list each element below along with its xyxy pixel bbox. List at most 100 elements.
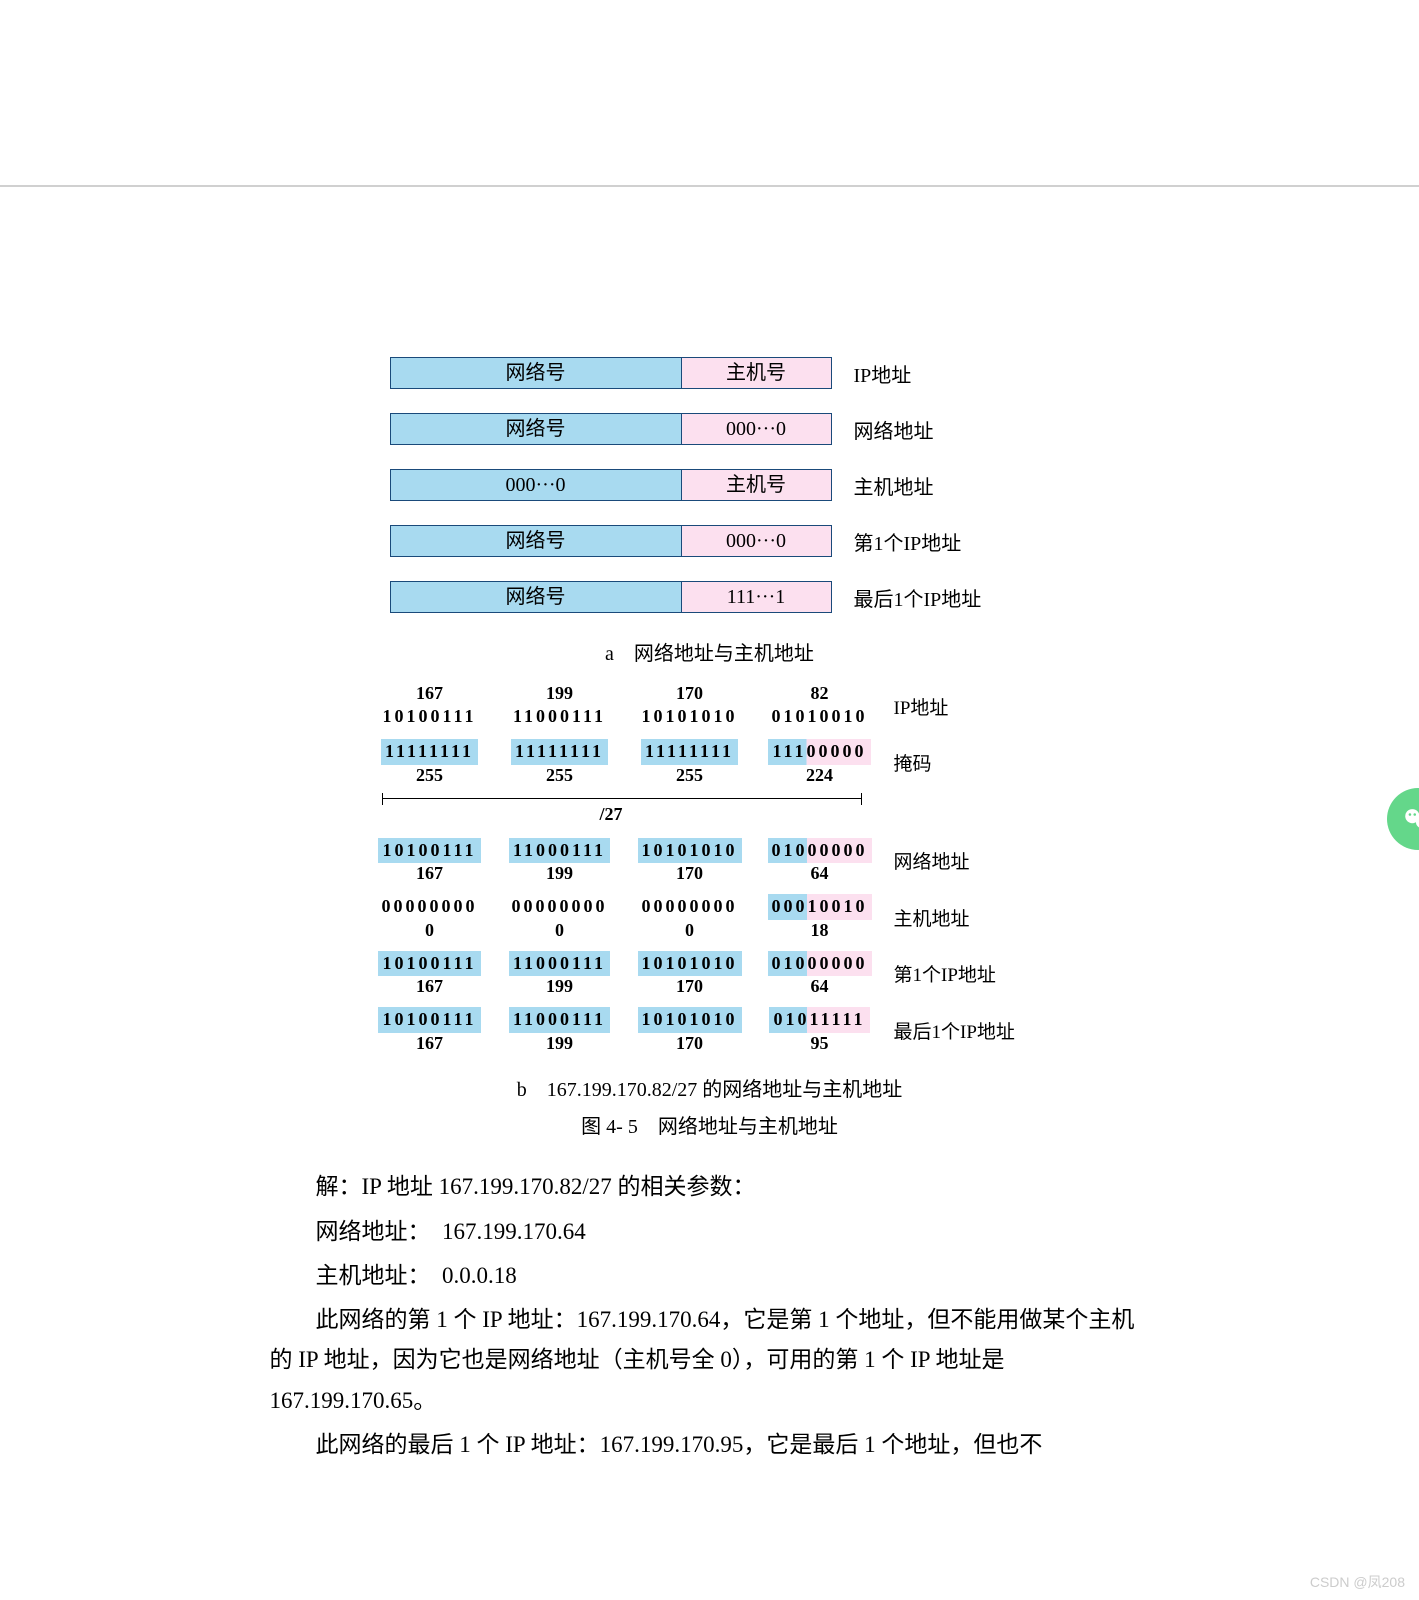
octet-bits: 10100111 xyxy=(378,1007,480,1033)
octet-bits: 11000111 xyxy=(509,704,610,730)
section-a-row: 网络号000···0 第1个IP地址 xyxy=(390,525,1030,557)
section-b-row: 1671010011119911000111170101010108201010… xyxy=(370,684,1050,729)
section-a-row: 000···0主机号主机地址 xyxy=(390,469,1030,501)
octet-bits: 01011111 xyxy=(769,1007,869,1033)
octet-decimal-bottom: 255 xyxy=(370,766,490,786)
octet-decimal-top: 170 xyxy=(630,684,750,704)
host-part: 主机号 xyxy=(681,358,831,388)
octet: 000000000 xyxy=(500,894,620,940)
network-part: 网络号 xyxy=(391,414,681,444)
octet: 19911000111 xyxy=(500,684,620,729)
section-b-row: 1010011116711000111199101010101700100000… xyxy=(370,951,1050,997)
octet: 11000111199 xyxy=(500,951,620,997)
octet: 10100111167 xyxy=(370,838,490,884)
octet-bits: 11100000 xyxy=(768,739,870,765)
octet: 10101010170 xyxy=(630,951,750,997)
wechat-icon xyxy=(1401,802,1419,836)
octet-bits: 10100111 xyxy=(378,951,480,977)
section-b-row: 1111111125511111111255111111112551110000… xyxy=(370,739,1050,785)
row-label: IP地址 xyxy=(854,359,912,388)
row-label: 第1个IP地址 xyxy=(854,527,962,556)
octet: 0100000064 xyxy=(760,951,880,997)
octet-bits: 10101010 xyxy=(638,838,742,864)
octet-bits: 10101010 xyxy=(638,951,742,977)
octet-decimal-bottom: 199 xyxy=(500,977,620,997)
octet-bits: 10101010 xyxy=(638,1007,742,1033)
watermark: CSDN @凤208 xyxy=(1310,1572,1405,1592)
octet-bits: 10100111 xyxy=(378,704,480,730)
octet-bits: 10100111 xyxy=(378,838,480,864)
network-part: 网络号 xyxy=(391,358,681,388)
row-label: 最后1个IP地址 xyxy=(854,583,982,612)
octet-bits: 01010010 xyxy=(768,704,872,730)
octet-bits: 11000111 xyxy=(509,1007,610,1033)
octet: 8201010010 xyxy=(760,684,880,729)
section-a-diagram: 网络号主机号IP地址网络号000···0网络地址000···0主机号主机地址网络… xyxy=(390,357,1030,613)
octet-decimal-bottom: 255 xyxy=(500,766,620,786)
octet: 11000111199 xyxy=(500,838,620,884)
octet-bits: 11111111 xyxy=(511,739,608,765)
octet: 11000111199 xyxy=(500,1007,620,1053)
octet-decimal-bottom: 18 xyxy=(760,921,880,941)
octet-bits: 01000000 xyxy=(768,951,872,977)
octet-decimal-bottom: 224 xyxy=(760,766,880,786)
octet: 0001001018 xyxy=(760,894,880,940)
octet-decimal-bottom: 170 xyxy=(630,1034,750,1054)
octet-decimal-bottom: 170 xyxy=(630,977,750,997)
octet-decimal-bottom: 170 xyxy=(630,864,750,884)
octet-bits: 11000111 xyxy=(509,838,610,864)
octet: 10101010170 xyxy=(630,838,750,884)
address-box: 网络号主机号 xyxy=(390,357,832,389)
octet: 000000000 xyxy=(630,894,750,940)
octet: 11111111255 xyxy=(370,739,490,785)
figure-caption: 图 4- 5 网络地址与主机地址 xyxy=(230,1110,1190,1139)
top-blank-area xyxy=(0,0,1419,187)
octet-decimal-bottom: 167 xyxy=(370,1034,490,1054)
binary-row-label: 主机地址 xyxy=(894,904,970,931)
network-part: 网络号 xyxy=(391,582,681,612)
octet-decimal-top: 82 xyxy=(760,684,880,704)
address-box: 网络号111···1 xyxy=(390,581,832,613)
octet: 000000000 xyxy=(370,894,490,940)
host-part: 111···1 xyxy=(681,582,831,612)
octet-decimal-bottom: 199 xyxy=(500,864,620,884)
host-part: 000···0 xyxy=(681,414,831,444)
octet-decimal-bottom: 0 xyxy=(370,921,490,941)
caption-b: b 167.199.170.82/27 的网络地址与主机地址 xyxy=(230,1073,1190,1102)
text-line-1: 解：IP 地址 167.199.170.82/27 的相关参数： xyxy=(270,1167,1150,1207)
binary-row-label: 网络地址 xyxy=(894,847,970,874)
octet-bits: 00000000 xyxy=(508,894,612,920)
host-part: 000···0 xyxy=(681,526,831,556)
section-a-row: 网络号000···0网络地址 xyxy=(390,413,1030,445)
text-paragraph-1: 此网络的第 1 个 IP 地址：167.199.170.64，它是第 1 个地址… xyxy=(270,1300,1150,1421)
octet-decimal-bottom: 64 xyxy=(760,977,880,997)
octet-decimal-bottom: 0 xyxy=(500,921,620,941)
address-box: 网络号000···0 xyxy=(390,413,832,445)
section-a-row: 网络号111···1 最后1个IP地址 xyxy=(390,581,1030,613)
text-paragraph-2: 此网络的最后 1 个 IP 地址：167.199.170.95，它是最后 1 个… xyxy=(270,1425,1150,1465)
address-box: 网络号000···0 xyxy=(390,525,832,557)
octet-decimal-top: 167 xyxy=(370,684,490,704)
octet-bits: 00010010 xyxy=(768,894,872,920)
section-b-diagram: 1671010011119911000111170101010108201010… xyxy=(370,684,1050,1053)
octet-decimal-bottom: 255 xyxy=(630,766,750,786)
octet-decimal-bottom: 199 xyxy=(500,1034,620,1054)
octet: 10100111167 xyxy=(370,1007,490,1053)
octet-bits: 00000000 xyxy=(638,894,742,920)
binary-row-label: 最后1个IP地址 xyxy=(894,1017,1015,1044)
binary-row-label: 掩码 xyxy=(894,749,932,776)
octet-decimal-bottom: 0 xyxy=(630,921,750,941)
binary-row-label: 第1个IP地址 xyxy=(894,960,996,987)
octet: 10100111167 xyxy=(370,951,490,997)
address-box: 000···0主机号 xyxy=(390,469,832,501)
network-part: 000···0 xyxy=(391,470,681,500)
octet-decimal-bottom: 167 xyxy=(370,864,490,884)
octet-decimal-bottom: 64 xyxy=(760,864,880,884)
octet-bits: 11111111 xyxy=(381,739,478,765)
row-label: 主机地址 xyxy=(854,471,934,500)
text-line-2: 网络地址： 167.199.170.64 xyxy=(270,1212,1150,1252)
octet: 0101111195 xyxy=(760,1007,880,1053)
wechat-button[interactable] xyxy=(1387,788,1419,850)
text-line-3: 主机地址： 0.0.0.18 xyxy=(270,1256,1150,1296)
octet-bits: 01000000 xyxy=(768,838,872,864)
